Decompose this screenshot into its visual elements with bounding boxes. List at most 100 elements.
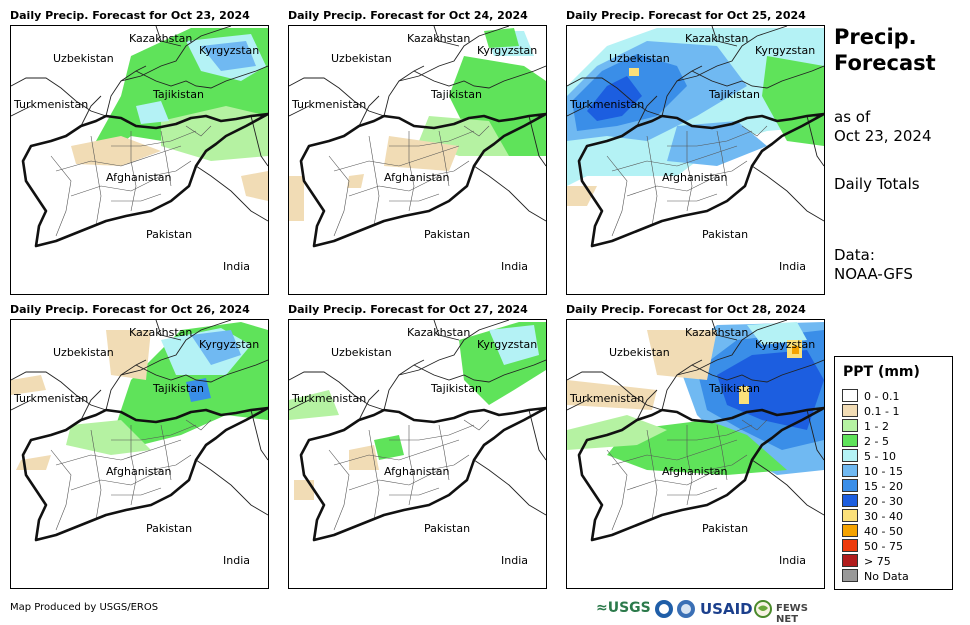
- precip-area: [186, 378, 211, 402]
- precip-area: [667, 121, 767, 166]
- province-boundary: [111, 487, 162, 496]
- precip-area: [289, 390, 339, 420]
- province-boundary: [389, 130, 475, 147]
- map-label-turkmenistan: Turkmenistan: [291, 98, 366, 111]
- province-boundary: [626, 175, 718, 197]
- map-label-tajikistan: Tajikistan: [430, 382, 482, 395]
- map-label-india: India: [223, 554, 250, 567]
- afghanistan-border: [299, 112, 546, 248]
- panel-title-1: Daily Precip. Forecast for Oct 23, 2024: [10, 9, 250, 22]
- legend-item: 50 - 75: [842, 539, 903, 553]
- province-boundary: [185, 419, 212, 431]
- map-panel-3: Kazakhstan Uzbekistan Kyrgyzstan Tajikistan…: [566, 25, 825, 295]
- map-label-uzbekistan: Uzbekistan: [609, 346, 670, 359]
- map-label-tajikistan: Tajikistan: [152, 382, 204, 395]
- country-boundary: [636, 389, 658, 421]
- map-label-turkmenistan: Turkmenistan: [13, 98, 88, 111]
- map-label-afghanistan: Afghanistan: [384, 171, 450, 184]
- province-boundary: [70, 469, 162, 491]
- country-boundary: [473, 165, 546, 222]
- legend-swatch: [842, 419, 858, 432]
- country-boundary: [433, 26, 460, 47]
- country-boundary: [711, 320, 738, 341]
- province-boundary: [611, 145, 738, 172]
- legend-swatch: [842, 524, 858, 537]
- map-panel-5: Kazakhstan Uzbekistan Kyrgyzstan Tajikistan…: [288, 319, 547, 589]
- afghanistan-border: [299, 406, 546, 542]
- map-label-afghanistan: Afghanistan: [106, 465, 172, 478]
- country-boundary: [751, 459, 824, 516]
- legend-label: 2 - 5: [864, 435, 889, 448]
- country-boundary: [135, 359, 268, 383]
- country-boundary: [528, 409, 546, 461]
- precip-area: [294, 480, 314, 500]
- precip-area: [289, 176, 304, 221]
- map-label-kyrgyzstan: Kyrgyzstan: [199, 338, 259, 351]
- legend-label: No Data: [864, 570, 909, 583]
- province-boundary: [646, 429, 658, 521]
- legend-swatch: [842, 434, 858, 447]
- province-boundary: [50, 155, 72, 237]
- country-boundary: [358, 95, 380, 127]
- province-boundary: [55, 439, 182, 466]
- country-boundary: [413, 65, 546, 89]
- data-source: Data: NOAA-GFS: [834, 246, 913, 283]
- legend-item: 5 - 10: [842, 449, 896, 463]
- precip-area: [739, 386, 749, 404]
- map-label-kazakhstan: Kazakhstan: [129, 326, 192, 339]
- province-boundary: [741, 125, 768, 137]
- map-label-uzbekistan: Uzbekistan: [331, 346, 392, 359]
- map-label-india: India: [779, 554, 806, 567]
- legend-item: 2 - 5: [842, 434, 889, 448]
- legend-item: 1 - 2: [842, 419, 889, 433]
- legend-swatch: [842, 479, 858, 492]
- country-boundary: [11, 371, 107, 411]
- province-boundary: [463, 419, 490, 431]
- province-boundary: [606, 449, 628, 531]
- precip-area: [66, 420, 151, 455]
- map-label-kyrgyzstan: Kyrgyzstan: [755, 44, 815, 57]
- legend-item: No Data: [842, 569, 909, 583]
- precip-area: [484, 28, 519, 48]
- afghanistan-border: [21, 112, 268, 248]
- legend-swatch: [842, 464, 858, 477]
- province-boundary: [428, 454, 470, 471]
- map-credit: Map Produced by USGS/EROS: [10, 602, 159, 613]
- country-boundary: [528, 115, 546, 167]
- map-label-uzbekistan: Uzbekistan: [609, 52, 670, 65]
- province-boundary: [389, 487, 440, 496]
- province-boundary: [667, 487, 718, 496]
- province-boundary: [389, 193, 440, 202]
- country-boundary: [473, 459, 546, 516]
- map-label-turkmenistan: Turkmenistan: [13, 392, 88, 405]
- map-panel-4: Kazakhstan Uzbekistan Kyrgyzstan Tajikistan…: [10, 319, 269, 589]
- country-boundary: [711, 26, 738, 47]
- country-boundary: [250, 409, 268, 461]
- province-boundary: [111, 130, 197, 147]
- map-panel-1: Kazakhstan Uzbekistan Kyrgyzstan Tajikistan…: [10, 25, 269, 295]
- province-boundary: [741, 419, 768, 431]
- legend-label: 30 - 40: [864, 510, 903, 523]
- province-boundary: [428, 160, 470, 177]
- as-of-date: as of Oct 23, 2024: [834, 108, 932, 145]
- legend-label: 0 - 0.1: [864, 390, 900, 403]
- country-boundary: [567, 399, 588, 411]
- province-boundary: [333, 439, 460, 466]
- legend-item: 30 - 40: [842, 509, 903, 523]
- country-boundary: [80, 95, 102, 127]
- map-label-pakistan: Pakistan: [146, 522, 192, 535]
- map-label-kazakhstan: Kazakhstan: [407, 326, 470, 339]
- precip-area: [11, 375, 46, 395]
- precip-area: [384, 136, 459, 171]
- map-label-india: India: [223, 260, 250, 273]
- province-boundary: [667, 193, 718, 202]
- precip-area: [349, 445, 379, 470]
- precip-area: [241, 171, 268, 201]
- country-boundary: [806, 409, 824, 461]
- country-boundary: [433, 320, 460, 341]
- map-label-uzbekistan: Uzbekistan: [53, 52, 114, 65]
- map-label-india: India: [501, 260, 528, 273]
- legend-label: 10 - 15: [864, 465, 903, 478]
- province-boundary: [606, 155, 628, 237]
- usgs-logo: ≈USGS: [596, 600, 651, 616]
